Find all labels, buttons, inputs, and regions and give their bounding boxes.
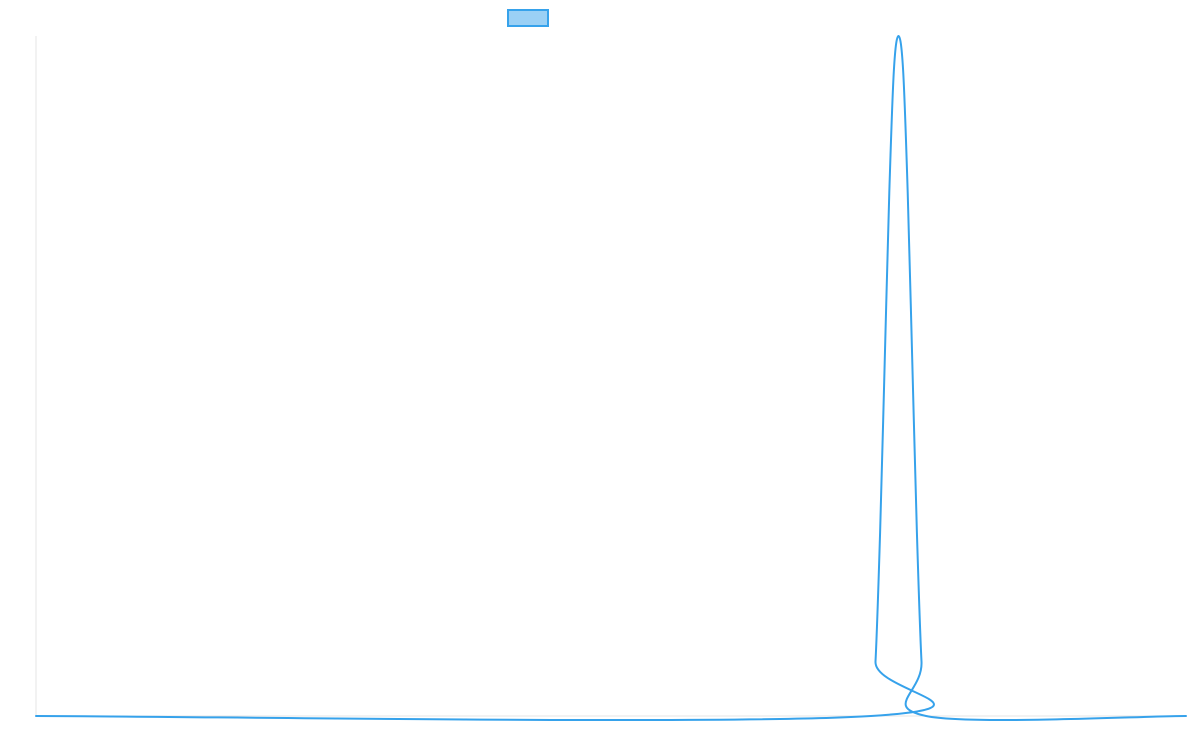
series-layer (35, 35, 1187, 722)
legend (507, 9, 549, 27)
axes (35, 36, 1186, 717)
series-line (35, 35, 1187, 722)
legend-swatch (507, 9, 549, 27)
